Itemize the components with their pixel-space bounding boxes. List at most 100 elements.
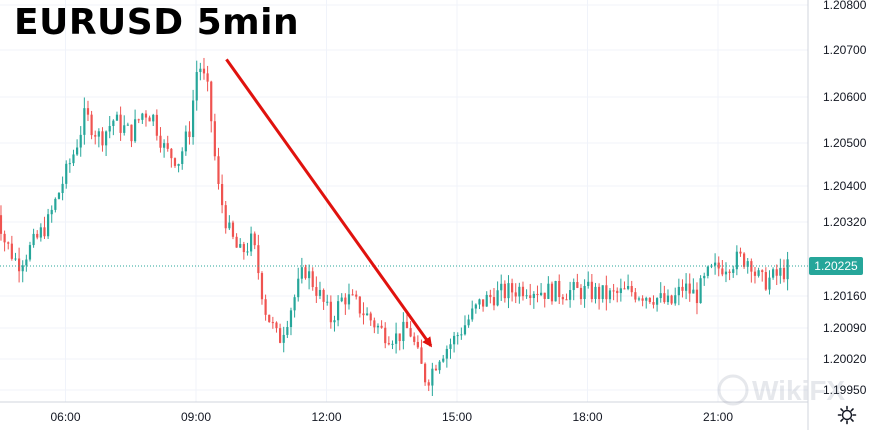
candle-body [264,299,267,315]
candle-body [188,131,191,138]
candle-body [699,278,702,304]
candle-body [666,295,670,303]
candle-body [764,272,767,290]
candle-body [453,335,456,345]
candle-body [253,233,256,246]
candle-body [7,242,10,244]
y-tick-label: 1.20700 [823,43,867,57]
candle-body [25,259,28,266]
candle-body [547,283,550,299]
candle-body [18,258,21,272]
candle-body [714,262,717,266]
candle-body [257,245,260,274]
candle-body [685,283,688,291]
y-tick-label: 1.20800 [823,0,867,12]
candle-body [590,281,593,300]
candle-body [456,335,459,337]
candle-body [561,297,564,300]
candle-body [181,151,184,164]
y-tick-label: 1.20020 [823,352,867,366]
candle-body [782,267,786,280]
candle-body [518,286,521,297]
candle-body [268,314,271,323]
candle-body [761,270,764,273]
candle-body [409,328,412,337]
candle-body [576,282,579,288]
candle-body [732,269,735,273]
candle-body [173,158,177,166]
candle-body [10,243,13,259]
candle-body [663,293,666,303]
candle-body [630,286,633,293]
candle-body [14,258,17,260]
candle-body [500,283,503,291]
candle-body [521,286,525,297]
candle-body [21,265,24,272]
candle-body [677,286,680,296]
y-tick-label: 1.20500 [823,136,867,150]
candle-body [333,320,336,323]
candle-body [242,244,245,253]
candle-body [134,119,137,142]
candle-body [300,267,303,279]
candle-body [3,233,6,243]
candle-body [583,285,586,300]
candle-body [645,297,648,301]
candle-body [340,297,343,302]
candle-body [318,289,322,296]
candle-body [43,227,46,237]
candle-body [166,143,169,149]
candle-body [706,266,709,276]
candle-body [525,295,528,297]
candle-body [474,304,477,309]
candle-body [119,114,122,133]
y-tick-label: 1.20160 [823,289,867,303]
candle-body [681,286,684,291]
candle-body [355,294,358,297]
candle-body [398,333,401,342]
candle-body [434,368,438,371]
candle-body [724,271,728,275]
candle-body [358,296,361,314]
candle-body [413,336,416,342]
candle-body [634,292,637,300]
candle-body [416,341,419,348]
candle-body [652,302,655,305]
candle-body [152,114,155,122]
candle-body [293,297,296,311]
candle-body [36,233,39,238]
candle-body [427,382,430,386]
candle-body [717,262,720,269]
current-price-tag [809,256,863,275]
candle-body [57,193,61,199]
candle-body [159,135,162,148]
candle-body [311,271,314,288]
candle-body [105,131,108,146]
x-tick-label: 12:00 [311,410,341,424]
candle-body [449,344,452,349]
candle-body [47,214,50,237]
candle-body [28,245,32,260]
candle-body [315,287,318,296]
candle-body [68,163,71,165]
watermark-logo-icon [717,374,749,406]
candle-body [76,147,79,155]
candle-body [79,134,82,148]
candle-body [115,114,119,121]
candle-body [442,358,445,362]
candle-body [326,301,329,303]
candle-body [366,313,369,316]
candle-body [329,301,332,323]
candle-body [482,299,485,307]
settings-gear-icon[interactable] [837,405,857,425]
candle-body [213,121,216,157]
candle-body [337,301,340,321]
candle-body [202,68,206,74]
candle-body [384,327,387,344]
candle-body [206,73,209,82]
watermark-text: WikiFX [752,375,845,406]
candle-body [431,368,434,386]
candle-body [750,261,753,272]
